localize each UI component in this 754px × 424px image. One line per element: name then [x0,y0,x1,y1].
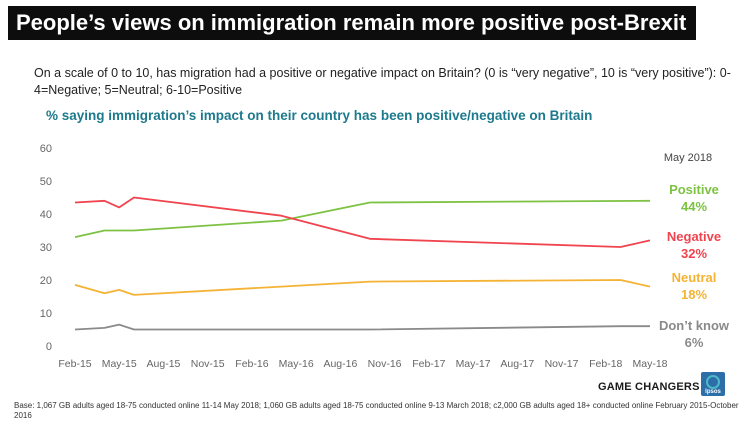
y-tick-label: 30 [40,242,52,254]
chart-title: % saying immigration’s impact on their c… [46,108,593,123]
x-tick-label: Feb-17 [412,358,445,370]
x-axis: Feb-15 May-15 Aug-15 Nov-15 Feb-16 May-16 Aug-… [58,358,667,370]
x-tick-label: Feb-16 [235,358,268,370]
x-tick-label: Nov-17 [545,358,579,370]
x-tick-label: Aug-16 [323,358,357,370]
series-line-positive [74,199,651,238]
y-tick-label: 40 [40,209,52,221]
survey-question: On a scale of 0 to 10, has migration had… [34,66,731,97]
x-tick-label: Feb-15 [58,358,91,370]
series-label-positive: Positive [669,182,719,197]
x-tick-label: Aug-15 [147,358,181,370]
series-value-don-t-know: 6% [685,335,704,350]
x-tick-label: May-17 [456,358,491,370]
logo-text: Ipsos [705,389,721,395]
series-line-don-t-know [74,323,650,331]
game-changers-tagline: GAME CHANGERS [598,381,700,393]
x-tick-label: Nov-16 [368,358,402,370]
y-tick-label: 20 [40,275,52,287]
series-label-don-t-know: Don’t know [659,318,730,333]
page-title: People’s views on immigration remain mor… [8,6,697,40]
series-labels: May 2018 Positive 44% Negative 32% Neutral 18%… [659,152,730,350]
series-value-neutral: 18% [681,287,707,302]
footnote: Base: 1,067 GB adults aged 18-75 conduct… [14,401,739,420]
series-label-negative: Negative [667,229,721,244]
logo-ring-icon [706,375,720,389]
series-value-positive: 44% [681,199,707,214]
ipsos-logo: Ipsos [701,372,725,396]
x-tick-label: May-15 [102,358,137,370]
series-value-negative: 32% [681,246,707,261]
y-axis: 0 10 20 30 40 50 60 [40,143,52,353]
y-tick-label: 60 [40,143,52,155]
x-tick-label: May-18 [632,358,667,370]
series-line-neutral [74,279,651,296]
series-lines [74,196,651,331]
x-tick-label: Aug-17 [500,358,534,370]
y-tick-label: 0 [46,341,52,353]
legend-header: May 2018 [664,152,712,164]
series-label-neutral: Neutral [672,270,717,285]
x-tick-label: May-16 [279,358,314,370]
x-tick-label: Nov-15 [191,358,225,370]
y-tick-label: 10 [40,308,52,320]
series-line-negative [74,196,651,248]
x-tick-label: Feb-18 [589,358,622,370]
y-tick-label: 50 [40,176,52,188]
